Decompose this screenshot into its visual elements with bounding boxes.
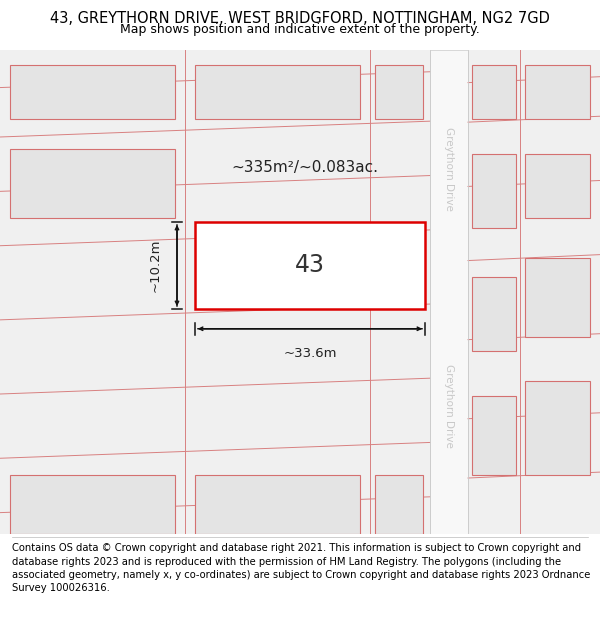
Bar [10,475,175,534]
Bar [375,65,423,119]
Text: ~33.6m: ~33.6m [283,346,337,359]
Bar [472,65,516,119]
Text: Greythorn Drive: Greythorn Drive [444,127,454,211]
Bar [525,258,590,337]
Bar [195,475,360,534]
Bar [525,154,590,218]
Bar [472,154,516,228]
Text: Map shows position and indicative extent of the property.: Map shows position and indicative extent… [120,23,480,36]
Bar [195,65,360,119]
Text: Greythorn Drive: Greythorn Drive [444,364,454,448]
Bar [525,381,590,475]
Bar [10,149,175,218]
Bar [375,475,423,534]
Bar [472,396,516,475]
Text: Contains OS data © Crown copyright and database right 2021. This information is : Contains OS data © Crown copyright and d… [12,543,590,593]
Bar [430,50,468,534]
Text: 43, GREYTHORN DRIVE, WEST BRIDGFORD, NOTTINGHAM, NG2 7GD: 43, GREYTHORN DRIVE, WEST BRIDGFORD, NOT… [50,11,550,26]
Bar [195,222,425,309]
Bar [525,65,590,119]
Text: ~335m²/~0.083ac.: ~335m²/~0.083ac. [232,160,379,175]
Bar [472,278,516,351]
Text: ~10.2m: ~10.2m [149,239,161,292]
Bar [10,65,175,119]
Text: 43: 43 [295,254,325,278]
